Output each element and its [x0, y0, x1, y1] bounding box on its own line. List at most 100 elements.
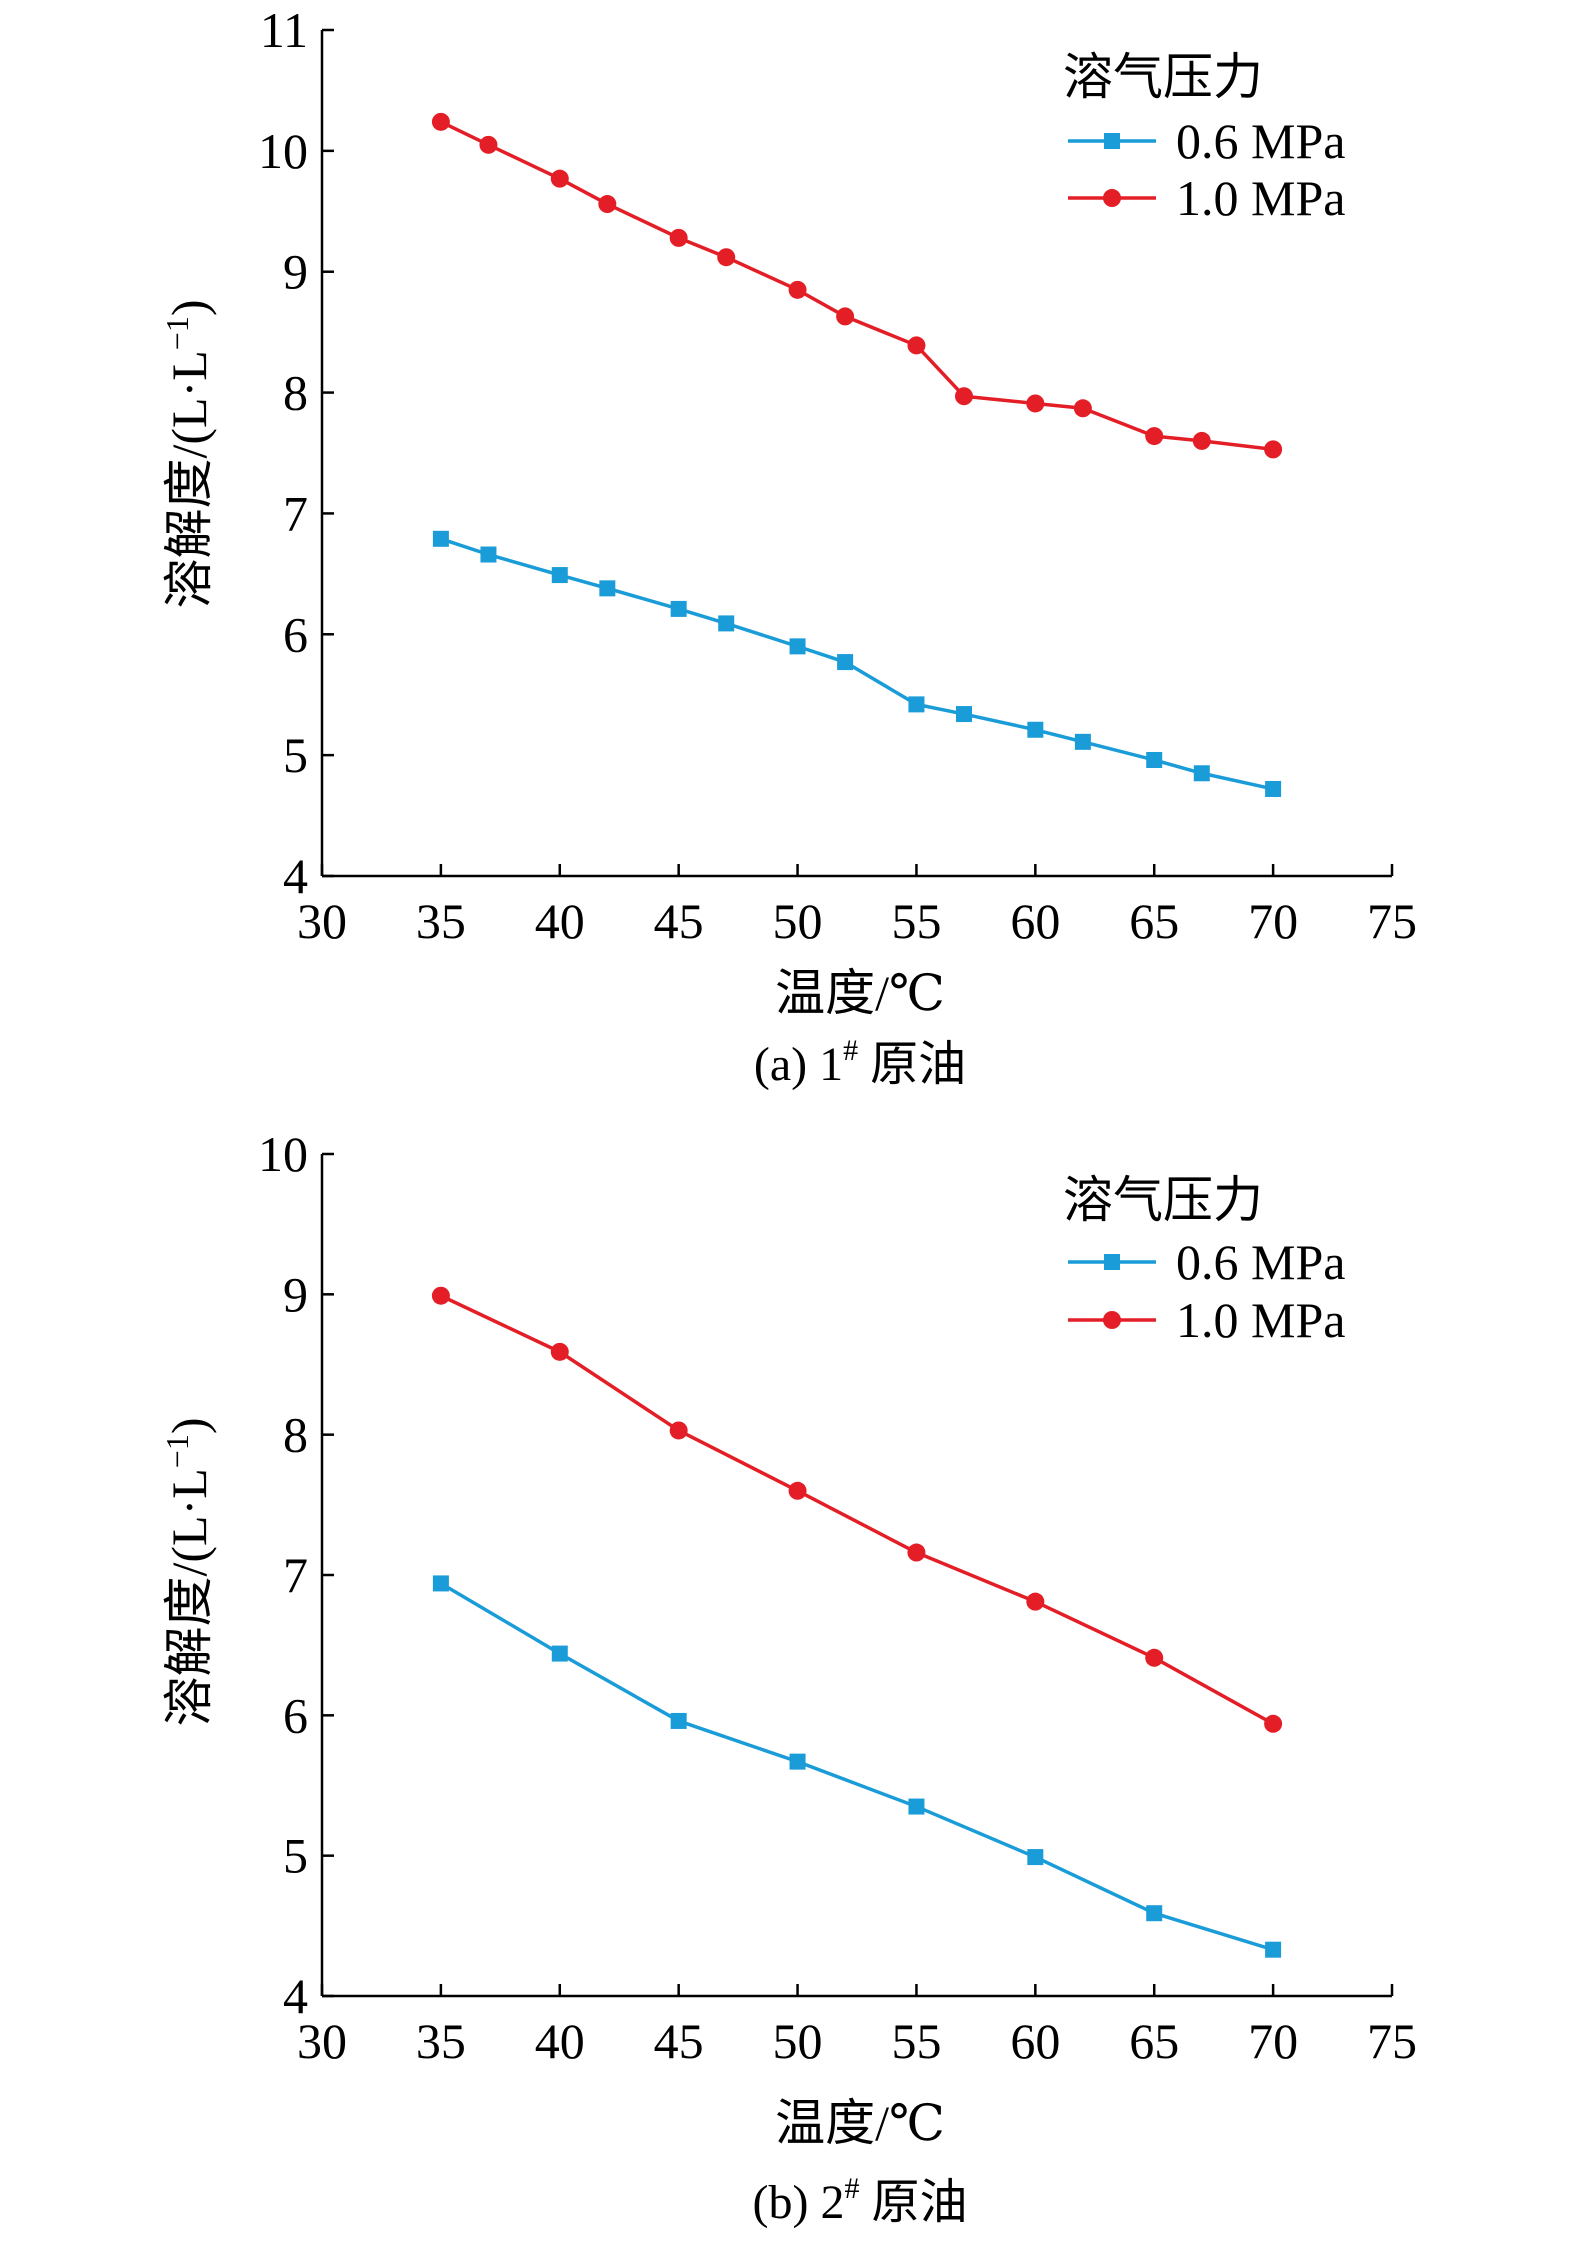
data-point-0-6-mpa-b [1146, 1905, 1163, 1922]
data-point-1-0-mpa-a [431, 112, 450, 131]
data-point-1-0-mpa-b [669, 1421, 688, 1440]
y-axis-title-main-b: 溶解度/(L·L [161, 1468, 217, 1726]
x-tick-label-a: 40 [535, 893, 585, 949]
y-tick-label-a: 11 [260, 2, 308, 58]
legend-marker-0-6-mpa-a [1104, 133, 1120, 149]
y-tick-label-b: 10 [258, 1126, 308, 1182]
x-tick-label-a: 70 [1248, 893, 1298, 949]
data-point-1-0-mpa-b [1145, 1648, 1164, 1667]
data-point-1-0-mpa-a [1264, 440, 1283, 459]
y-tick-label-a: 4 [283, 848, 308, 904]
caption-suffix-a: 原油 [858, 1038, 966, 1091]
data-point-0-6-mpa-a [1074, 733, 1091, 750]
y-axis-title-a: 溶解度/(L·L−1) [159, 300, 217, 609]
y-tick-label-b: 9 [283, 1266, 308, 1322]
data-point-0-6-mpa-a [1193, 765, 1210, 782]
x-tick-label-b: 45 [654, 2013, 704, 2069]
caption-prefix-b: (b) 2 [753, 2176, 845, 2229]
caption-b: (b) 2# 原油 [753, 2172, 968, 2229]
data-point-0-6-mpa-b [432, 1575, 449, 1592]
y-tick-label-a: 9 [283, 244, 308, 300]
data-point-0-6-mpa-a [718, 615, 735, 632]
x-tick-label-b: 55 [891, 2013, 941, 2069]
y-tick-label-a: 8 [283, 365, 308, 421]
data-point-0-6-mpa-b [908, 1798, 925, 1815]
caption-sup-a: # [843, 1034, 858, 1067]
data-point-0-6-mpa-b [789, 1753, 806, 1770]
legend-marker-1-0-mpa-a [1103, 189, 1121, 207]
caption-prefix-a: (a) 1 [754, 1038, 843, 1091]
x-tick-label-b: 75 [1367, 2013, 1417, 2069]
data-point-0-6-mpa-b [551, 1645, 568, 1662]
data-point-0-6-mpa-a [480, 546, 497, 563]
x-tick-label-a: 30 [297, 893, 347, 949]
x-tick-label-a: 60 [1010, 893, 1060, 949]
legend-marker-0-6-mpa-b [1104, 1254, 1120, 1270]
y-tick-label-b: 5 [283, 1828, 308, 1884]
y-tick-label-a: 5 [283, 727, 308, 783]
x-tick-label-b: 30 [297, 2013, 347, 2069]
data-point-1-0-mpa-a [669, 228, 688, 247]
y-tick-label-b: 7 [283, 1547, 308, 1603]
y-tick-label-a: 7 [283, 485, 308, 541]
data-point-1-0-mpa-a [598, 195, 617, 214]
legend-label-0-6-mpa-b: 0.6 MPa [1176, 1234, 1345, 1290]
data-point-1-0-mpa-a [955, 387, 973, 406]
x-tick-label-a: 45 [654, 893, 704, 949]
data-point-1-0-mpa-a [836, 307, 855, 326]
data-point-0-6-mpa-b [1265, 1941, 1282, 1958]
legend-marker-1-0-mpa-b [1103, 1311, 1121, 1329]
y-axis-title-main-a: 溶解度/(L·L [161, 350, 217, 608]
data-point-1-0-mpa-a [1073, 399, 1092, 418]
legend-title-a: 溶气压力 [1063, 49, 1263, 105]
data-point-0-6-mpa-a [1027, 721, 1044, 738]
y-tick-label-b: 8 [283, 1407, 308, 1463]
x-tick-label-a: 75 [1367, 893, 1417, 949]
y-axis-title-b: 溶解度/(L·L−1) [159, 1418, 217, 1727]
data-point-1-0-mpa-b [788, 1481, 807, 1500]
data-point-1-0-mpa-b [1026, 1592, 1045, 1611]
data-point-0-6-mpa-a [956, 706, 972, 723]
data-point-1-0-mpa-a [479, 135, 498, 154]
data-point-1-0-mpa-a [1192, 431, 1211, 450]
x-tick-label-a: 35 [416, 893, 466, 949]
x-tick-label-b: 70 [1248, 2013, 1298, 2069]
y-axis-title-sup-a: −1 [159, 316, 195, 350]
series-line-1-0-mpa-b [440, 1294, 1274, 1726]
data-point-0-6-mpa-a [789, 638, 806, 655]
legend-title-b: 溶气压力 [1063, 1172, 1263, 1228]
x-tick-label-b: 50 [773, 2013, 823, 2069]
y-tick-label-a: 10 [258, 123, 308, 179]
data-point-0-6-mpa-a [837, 654, 854, 671]
series-line-1-0-mpa-a [440, 120, 1274, 452]
data-point-0-6-mpa-a [1146, 751, 1163, 768]
x-tick-label-b: 65 [1129, 2013, 1179, 2069]
x-tick-label-a: 50 [773, 893, 823, 949]
data-point-1-0-mpa-b [907, 1543, 926, 1562]
x-tick-label-a: 55 [891, 893, 941, 949]
x-axis-title-b: 温度/℃ [775, 2095, 945, 2151]
caption-suffix-b: 原油 [859, 2176, 967, 2229]
x-tick-label-b: 35 [416, 2013, 466, 2069]
legend-label-1-0-mpa-a: 1.0 MPa [1176, 170, 1345, 226]
data-point-1-0-mpa-a [717, 248, 736, 267]
legend-label-0-6-mpa-a: 0.6 MPa [1176, 113, 1345, 169]
caption-sup-b: # [844, 2172, 859, 2205]
data-point-0-6-mpa-a [432, 530, 449, 547]
data-point-0-6-mpa-a [670, 600, 687, 617]
legend-label-1-0-mpa-b: 1.0 MPa [1176, 1292, 1345, 1348]
data-point-1-0-mpa-a [550, 169, 569, 188]
data-point-0-6-mpa-b [670, 1712, 687, 1729]
data-point-0-6-mpa-b [1027, 1849, 1044, 1866]
y-tick-label-a: 6 [283, 606, 308, 662]
x-tick-label-a: 65 [1129, 893, 1179, 949]
data-point-0-6-mpa-a [908, 696, 925, 713]
x-tick-label-b: 60 [1010, 2013, 1060, 2069]
data-point-1-0-mpa-b [431, 1286, 450, 1305]
data-point-1-0-mpa-b [550, 1342, 569, 1361]
y-tick-label-b: 6 [283, 1687, 308, 1743]
